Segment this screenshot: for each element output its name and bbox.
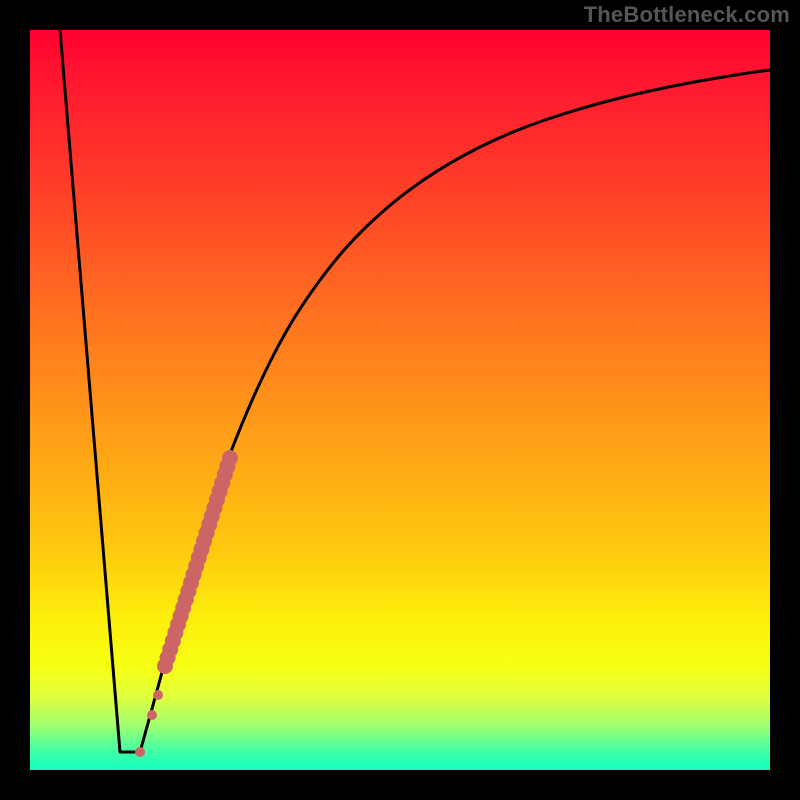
chart-frame: TheBottleneck.com	[0, 0, 800, 800]
data-marker	[222, 450, 238, 466]
markers-group	[135, 450, 238, 757]
data-marker	[153, 690, 163, 700]
data-marker	[135, 747, 145, 757]
data-marker	[147, 710, 157, 720]
chart-svg	[0, 0, 800, 800]
